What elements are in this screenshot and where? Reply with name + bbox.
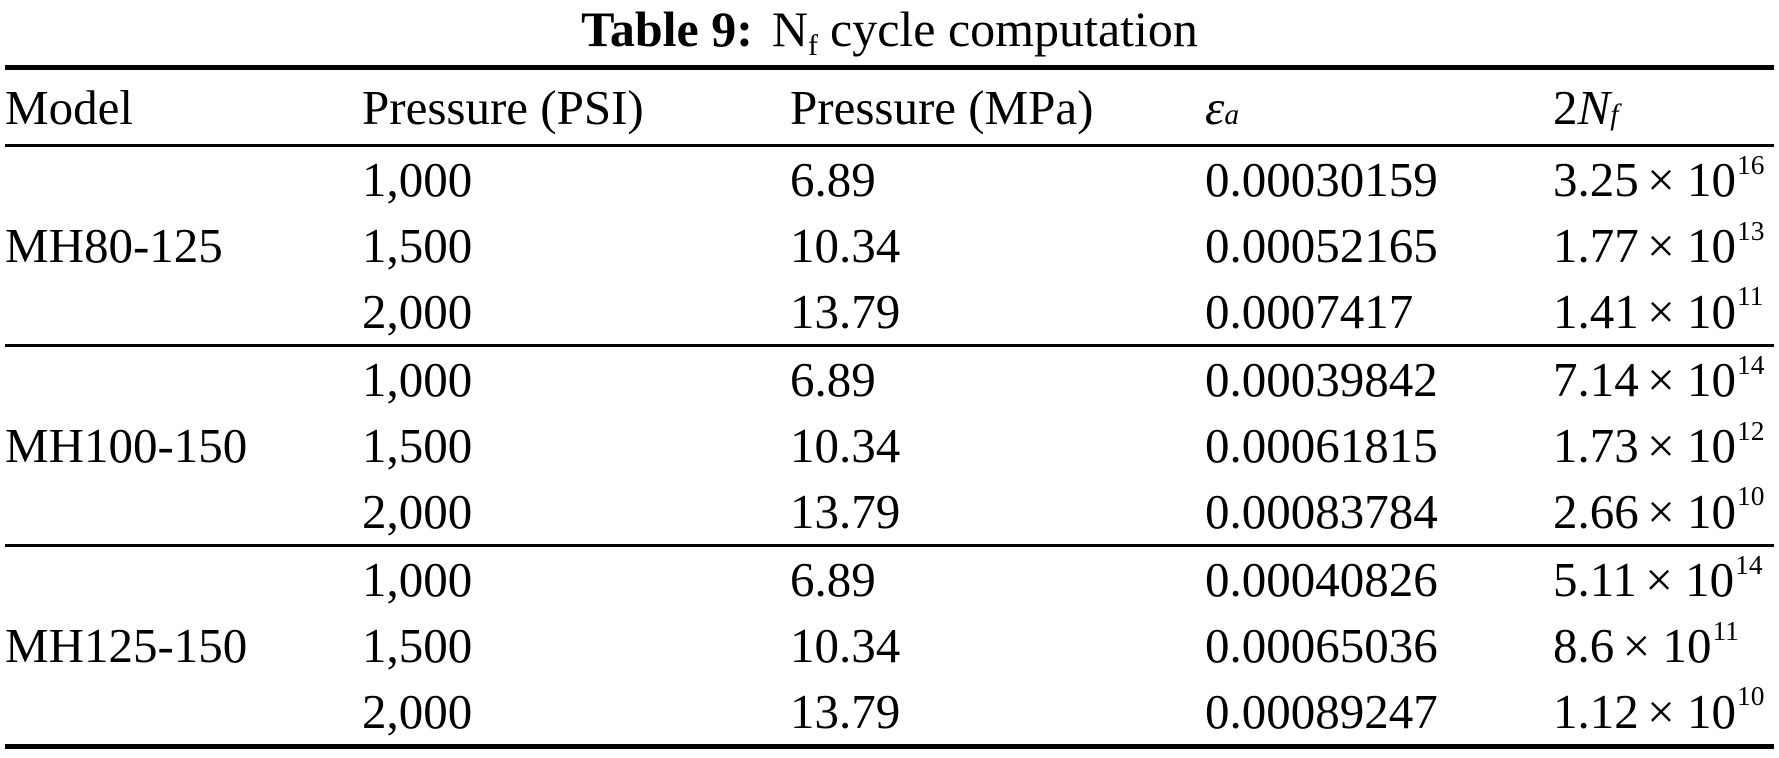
strain-cell: 0.00061815 <box>1205 418 1438 474</box>
table-caption: Table 9: Nf cycle computation <box>5 0 1774 65</box>
cycles-cell: 7.14 × 10 14 <box>1553 349 1765 408</box>
model-group: 1,000 6.89 0.00040826 5.11 × 10 14 MH125-150 1,… <box>5 547 1774 744</box>
pressure-psi-cell: 1,500 <box>362 618 473 674</box>
model-cell <box>5 278 362 344</box>
table-caption-symbol: Nf <box>771 1 818 62</box>
model-cell: MH125-150 <box>5 618 248 674</box>
table-rule-bottom <box>5 744 1774 750</box>
model-cell: MH80-125 <box>5 218 223 274</box>
strain-cell: 0.00089247 <box>1205 683 1438 739</box>
cycles-cell: 1.12 × 10 10 <box>1553 681 1765 739</box>
pressure-psi-cell: 2,000 <box>362 683 473 739</box>
table-body: 1,000 6.89 0.00030159 3.25 × 10 16 MH80-125 1,5… <box>5 147 1774 744</box>
pressure-mpa-cell: 6.89 <box>790 352 876 408</box>
pressure-psi-cell: 1,500 <box>362 418 473 474</box>
strain-cell: 0.00030159 <box>1205 152 1438 208</box>
model-cell: MH100-150 <box>5 418 248 474</box>
model-cell <box>5 547 362 613</box>
strain-cell: 0.0007417 <box>1205 283 1414 339</box>
pressure-mpa-cell: 10.34 <box>790 218 901 274</box>
strain-cell: 0.00039842 <box>1205 352 1438 408</box>
pressure-psi-cell: 2,000 <box>362 483 473 539</box>
column-header-pressure-psi: Pressure (PSI) <box>362 79 644 135</box>
pressure-psi-cell: 1,000 <box>362 552 473 608</box>
pressure-mpa-cell: 13.79 <box>790 283 901 339</box>
pressure-mpa-cell: 10.34 <box>790 618 901 674</box>
pressure-psi-cell: 2,000 <box>362 283 473 339</box>
strain-cell: 0.00052165 <box>1205 218 1438 274</box>
pressure-mpa-cell: 13.79 <box>790 683 901 739</box>
pressure-mpa-cell: 10.34 <box>790 418 901 474</box>
cycles-cell: 8.6 × 10 11 <box>1553 615 1739 674</box>
table-rule-top <box>5 65 1774 70</box>
pressure-mpa-cell: 13.79 <box>790 483 901 539</box>
table-caption-number: Table 9: <box>581 1 753 57</box>
cycles-cell: 3.25 × 10 16 <box>1553 149 1765 208</box>
pressure-psi-cell: 1,000 <box>362 352 473 408</box>
pressure-mpa-cell: 6.89 <box>790 152 876 208</box>
cycles-cell: 1.41 × 10 11 <box>1553 281 1764 339</box>
column-header-pressure-mpa: Pressure (MPa) <box>790 79 1094 135</box>
cycles-cell: 1.73 × 10 12 <box>1553 415 1765 474</box>
model-cell <box>5 147 362 213</box>
table-rule-group-separator <box>5 344 1774 348</box>
model-cell <box>5 679 362 745</box>
pressure-psi-cell: 1,500 <box>362 218 473 274</box>
strain-cell: 0.00040826 <box>1205 552 1438 608</box>
strain-cell: 0.00083784 <box>1205 483 1438 539</box>
table-caption-text: cycle computation <box>830 1 1198 57</box>
pressure-mpa-cell: 6.89 <box>790 552 876 608</box>
cycles-cell: 1.77 × 10 13 <box>1553 215 1765 274</box>
model-cell <box>5 478 362 544</box>
model-cell <box>5 347 362 413</box>
table-rule-group-separator <box>5 544 1774 548</box>
strain-cell: 0.00065036 <box>1205 618 1438 674</box>
table-rule-header <box>5 144 1774 147</box>
cycles-cell: 5.11 × 10 14 <box>1553 549 1763 608</box>
column-header-model: Model <box>5 79 133 135</box>
model-group: 1,000 6.89 0.00030159 3.25 × 10 16 MH80-125 1,5… <box>5 147 1774 344</box>
pressure-psi-cell: 1,000 <box>362 152 473 208</box>
cycles-cell: 2.66 × 10 10 <box>1553 481 1765 539</box>
model-group: 1,000 6.89 0.00039842 7.14 × 10 14 MH100-150 1,… <box>5 347 1774 544</box>
